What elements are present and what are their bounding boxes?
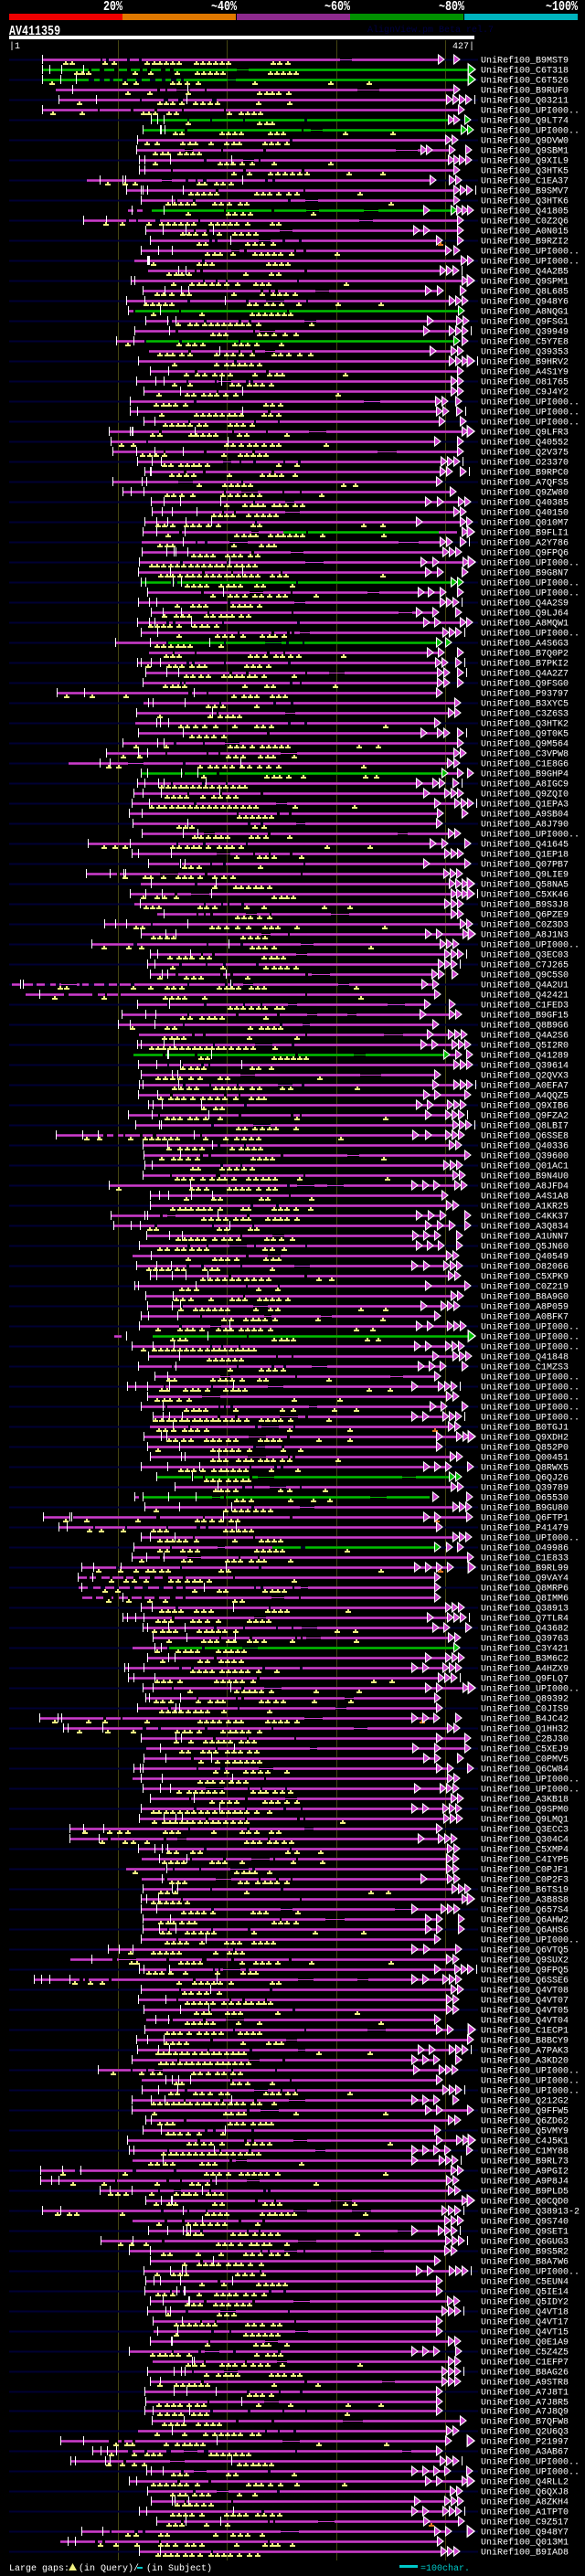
svg-text:~60%: ~60% (324, 0, 351, 16)
svg-text:(in Subject): (in Subject) (146, 2563, 212, 2574)
svg-text:Large gaps:: Large gaps: (9, 2564, 69, 2574)
svg-text:AlignView.pm Beta rel.7: AlignView.pm Beta rel.7 (367, 25, 494, 36)
svg-text:~100%: ~100% (546, 0, 579, 16)
svg-text:=100char.: =100char. (420, 2563, 470, 2574)
svg-text:~80%: ~80% (439, 0, 465, 16)
svg-text:427|: 427| (452, 41, 474, 52)
svg-text:20%: 20% (103, 0, 123, 16)
svg-text:(in Query)/: (in Query)/ (79, 2563, 139, 2574)
svg-text:~40%: ~40% (211, 0, 238, 16)
svg-text:|1: |1 (9, 41, 20, 52)
